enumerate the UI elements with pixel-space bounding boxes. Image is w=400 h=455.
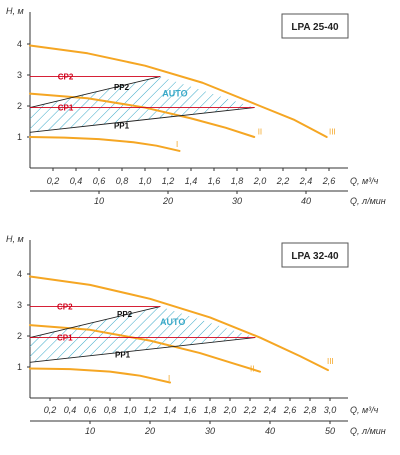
- series-label-iii: III: [329, 127, 336, 136]
- series-label-i: I: [176, 140, 178, 149]
- series-line-pp1: [29, 107, 255, 133]
- x-tick-label-q: 2,8: [303, 405, 317, 415]
- x-tick-label-q: 2,4: [263, 405, 277, 415]
- chart-panel-1: H, м 1 2 3 4 0,2 0,4 0,6 0,8 1,0 1,2 1,4 1,6 1,8 2,0 2,…: [6, 6, 386, 206]
- x-axis-label-q: Q, м³/ч: [350, 405, 379, 415]
- series-label-pp2: PP2: [114, 83, 130, 92]
- y-tick-label: 1: [17, 362, 22, 372]
- y-axis-label: H, м: [6, 234, 24, 244]
- model-title-box: [281, 13, 349, 39]
- x-tick-label-q: 0,8: [116, 176, 129, 186]
- series-label-ii: II: [258, 127, 262, 136]
- x-tick-label-q: 0,4: [64, 405, 77, 415]
- x-tick-label-q: 1,2: [144, 405, 157, 415]
- x-axis-label-q: Q, м³/ч: [350, 176, 379, 186]
- series-label-cp1: CP1: [57, 334, 73, 343]
- x-tick-label-q: 1,2: [162, 176, 175, 186]
- auto-region: [30, 306, 255, 363]
- chart-panel-2: H, м 1 2 3 4 0,2 0,4 0,6 0,8 1,0 1,2 1,4 1,6 1,8 2,0 2,…: [6, 234, 386, 436]
- series-label-pp1: PP1: [115, 351, 131, 360]
- series-label-iii: III: [327, 357, 334, 366]
- x-tick-label-q: 1,0: [124, 405, 137, 415]
- y-tick-label: 1: [17, 132, 22, 142]
- x-tick-label-q: 3,0: [324, 405, 337, 415]
- x-tick-label-q: 0,8: [104, 405, 117, 415]
- series-line-ii: [29, 324, 261, 373]
- series-line-pp2: [29, 76, 161, 109]
- model-title: LPA 32-40: [291, 251, 339, 262]
- series-label-i: I: [168, 374, 170, 383]
- x-tick-label-l: 10: [94, 196, 104, 206]
- auto-label: AUTO: [162, 89, 187, 99]
- series-line-pp2: [29, 306, 161, 338]
- x-tick-label-l: 40: [265, 426, 275, 436]
- x-tick-label-q: 0,2: [47, 176, 60, 186]
- y-tick-label: 3: [17, 70, 22, 80]
- series-line-ii: [29, 92, 256, 138]
- x-tick-label-q: 1,6: [208, 176, 221, 186]
- y-tick-label: 2: [17, 331, 22, 341]
- y-axis-label: H, м: [6, 6, 24, 16]
- x-tick-label-l: 20: [162, 196, 173, 206]
- series-line-iii: [29, 275, 329, 372]
- x-tick-label-q: 2,2: [276, 176, 290, 186]
- x-tick-label-q: 2,2: [243, 405, 257, 415]
- x-tick-label-q: 0,6: [84, 405, 97, 415]
- x-tick-label-l: 20: [144, 426, 155, 436]
- x-tick-label-l: 50: [325, 426, 335, 436]
- series-line-i: [29, 367, 171, 384]
- series-label-pp2: PP2: [117, 310, 133, 319]
- x-tick-label-q: 0,2: [44, 405, 57, 415]
- series-line-pp1: [29, 337, 256, 363]
- x-tick-label-q: 1,4: [185, 176, 198, 186]
- x-tick-label-q: 2,4: [299, 176, 313, 186]
- x-tick-label-l: 30: [232, 196, 242, 206]
- x-tick-label-q: 1,8: [204, 405, 217, 415]
- model-title: LPA 25-40: [291, 22, 339, 33]
- x-tick-label-q: 0,6: [93, 176, 106, 186]
- x-tick-label-q: 1,8: [231, 176, 244, 186]
- x-axis-label-l: Q, л/мин: [350, 196, 386, 206]
- y-tick-label: 4: [17, 39, 22, 49]
- x-axis-label-l: Q, л/мин: [350, 426, 386, 436]
- x-tick-label-q: 2,6: [322, 176, 336, 186]
- auto-label: AUTO: [160, 317, 185, 327]
- series-label-cp2: CP2: [58, 73, 74, 82]
- x-tick-label-l: 30: [205, 426, 215, 436]
- x-tick-label-q: 1,6: [184, 405, 197, 415]
- series-label-ii: II: [250, 365, 254, 374]
- y-tick-label: 4: [17, 269, 22, 279]
- x-tick-label-q: 2,0: [223, 405, 237, 415]
- series-label-pp1: PP1: [114, 121, 130, 130]
- x-tick-label-q: 1,0: [139, 176, 152, 186]
- x-tick-label-q: 0,4: [70, 176, 83, 186]
- series-line-i: [29, 136, 181, 152]
- model-title-box: [281, 242, 349, 268]
- x-tick-label-l: 40: [301, 196, 311, 206]
- x-tick-label-q: 2,6: [283, 405, 297, 415]
- x-tick-label-l: 10: [85, 426, 95, 436]
- y-tick-label: 3: [17, 300, 22, 310]
- series-line-iii: [29, 44, 328, 138]
- series-label-cp2: CP2: [57, 303, 73, 312]
- series-label-cp1: CP1: [58, 104, 74, 113]
- y-tick-label: 2: [17, 101, 22, 111]
- x-tick-label-q: 1,4: [164, 405, 177, 415]
- x-tick-label-q: 2,0: [253, 176, 267, 186]
- auto-region: [30, 76, 255, 133]
